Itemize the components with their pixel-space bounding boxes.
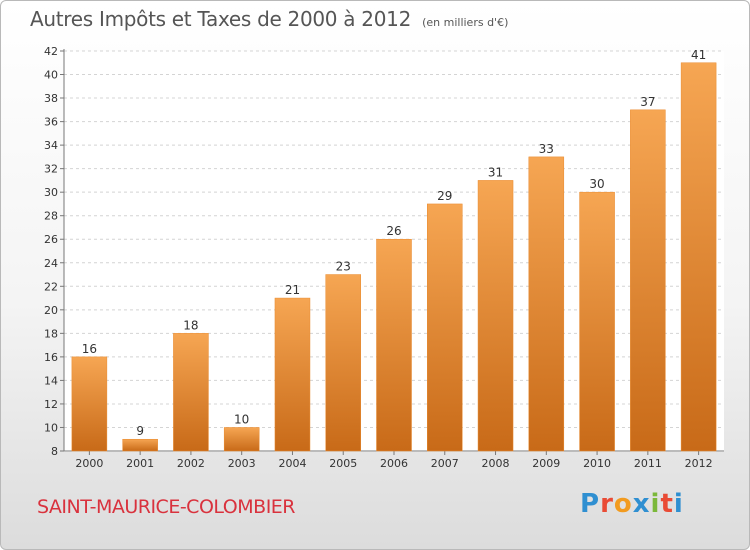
y-tick-label: 42	[44, 45, 58, 58]
value-label: 26	[386, 224, 401, 238]
y-tick-label: 16	[44, 351, 58, 364]
x-tick-label: 2001	[126, 457, 154, 470]
y-tick-label: 10	[44, 421, 58, 434]
value-label: 10	[234, 412, 249, 426]
x-tick-label: 2006	[380, 457, 408, 470]
logo-letter: r	[600, 489, 614, 519]
x-tick-label: 2005	[329, 457, 357, 470]
proxiti-logo: Proxiti	[580, 489, 684, 519]
bar	[325, 274, 361, 452]
bar	[173, 333, 209, 452]
bar	[274, 297, 311, 452]
chart-title: Autres Impôts et Taxes de 2000 à 2012 (e…	[30, 7, 508, 31]
bar	[680, 62, 717, 452]
bar	[122, 438, 158, 452]
value-label: 41	[691, 48, 706, 62]
value-label: 9	[136, 424, 144, 438]
bar	[427, 203, 463, 452]
y-tick-label: 32	[44, 163, 58, 176]
bar	[579, 191, 615, 452]
x-tick-label: 2007	[431, 457, 459, 470]
x-tick-label: 2002	[177, 457, 205, 470]
x-tick-label: 2003	[228, 457, 256, 470]
y-tick-label: 36	[44, 116, 58, 129]
logo-letter: o	[613, 489, 633, 519]
y-tick-label: 22	[44, 280, 58, 293]
y-tick-label: 34	[44, 139, 58, 152]
x-tick-label: 2008	[482, 457, 510, 470]
x-tick-label: 2000	[75, 457, 103, 470]
value-label: 29	[437, 189, 452, 203]
logo-letter: t	[660, 489, 674, 519]
x-tick-label: 2011	[634, 457, 662, 470]
y-tick-label: 14	[44, 374, 58, 387]
x-tick-label: 2010	[583, 457, 611, 470]
x-tick-label: 2009	[532, 457, 560, 470]
y-tick-label: 24	[44, 257, 58, 270]
bars	[71, 62, 717, 452]
value-label: 33	[539, 142, 554, 156]
bar	[223, 427, 260, 452]
y-tick-label: 12	[44, 398, 58, 411]
y-tick-label: 30	[44, 186, 58, 199]
logo-letter: P	[580, 489, 601, 519]
unit-note: (en milliers d'€)	[422, 16, 509, 29]
y-tick-label: 28	[44, 210, 58, 223]
logo-letter: i	[650, 489, 661, 519]
main-title: Autres Impôts et Taxes de 2000 à 2012	[30, 7, 411, 31]
logo-letter: x	[632, 489, 651, 519]
bar	[71, 356, 108, 452]
y-tick-label: 26	[44, 233, 58, 246]
bar	[630, 109, 666, 452]
x-tick-label: 2004	[278, 457, 306, 470]
commune-name: SAINT-MAURICE-COLOMBIER	[37, 496, 296, 518]
bar	[528, 156, 565, 452]
labels: 16 2000 9 2001 18 2002 10 2003 21 2004 23 2005 26 200…	[75, 48, 712, 470]
y-tick-label: 40	[44, 69, 58, 82]
value-label: 31	[488, 165, 503, 179]
value-label: 16	[82, 342, 97, 356]
value-label: 21	[285, 283, 300, 297]
bar	[376, 238, 412, 452]
x-tick-label: 2012	[685, 457, 713, 470]
y-tick-label: 38	[44, 92, 58, 105]
y-tick-label: 20	[44, 304, 58, 317]
y-tick-label: 8	[51, 445, 58, 458]
value-label: 37	[640, 95, 655, 109]
value-label: 18	[183, 318, 198, 332]
bar	[477, 180, 514, 452]
value-label: 30	[589, 177, 604, 191]
value-label: 23	[336, 260, 351, 274]
logo-letter: i	[673, 489, 684, 519]
y-tick-label: 18	[44, 327, 58, 340]
